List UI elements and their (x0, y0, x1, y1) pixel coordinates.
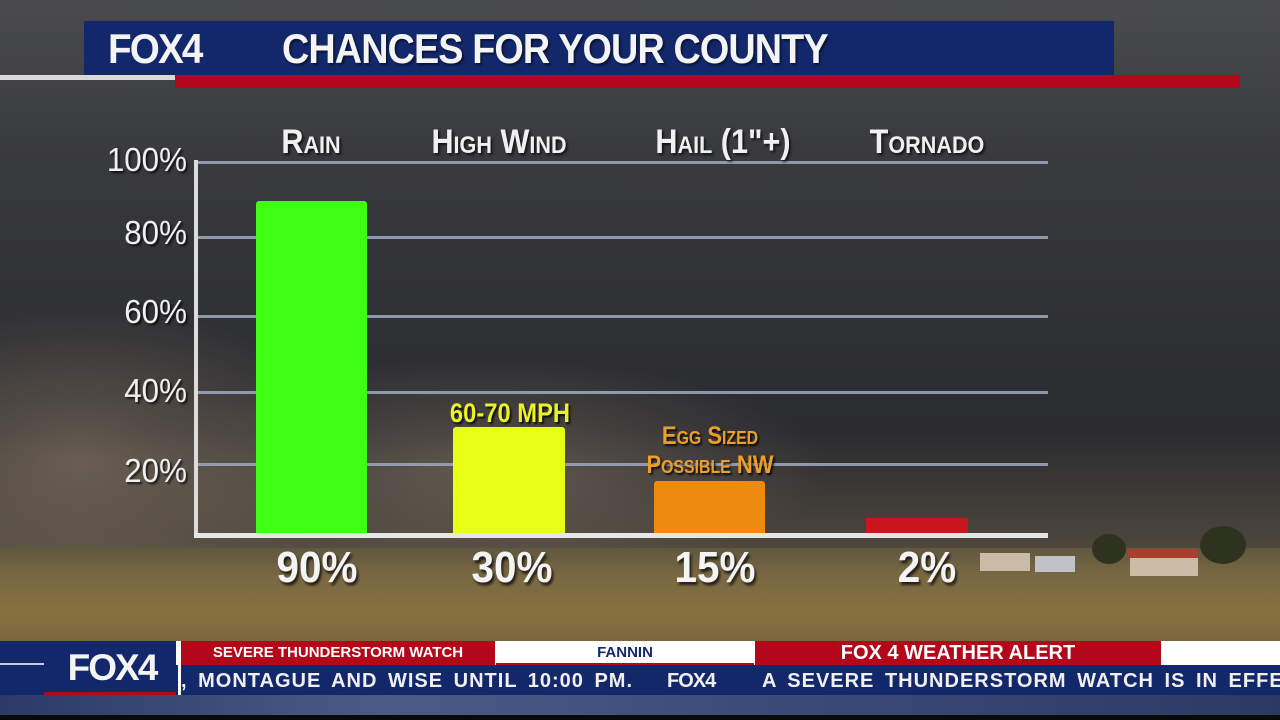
value-label-high-wind: 30% (471, 543, 553, 592)
ticker-lower-band (0, 695, 1280, 715)
farm-roof (1128, 549, 1198, 558)
ticker-alert-label: FOX 4 WEATHER ALERT (755, 641, 1161, 665)
farm-building (980, 553, 1030, 571)
x-axis (194, 533, 1048, 538)
farm-building (1035, 556, 1075, 572)
annotation-hail-size: Egg Sized Possible NW (613, 422, 807, 480)
bar-high-wind (453, 427, 565, 535)
bar-tornado (866, 518, 968, 535)
header-white-line (0, 75, 175, 80)
value-label-tornado: 2% (897, 543, 957, 592)
fox4-logo: FOX4 (108, 25, 203, 72)
y-axis (194, 160, 198, 538)
category-label-high-wind: High Wind (431, 123, 567, 161)
farm-house (1130, 558, 1198, 576)
category-label-tornado: Tornado (869, 123, 985, 161)
annotation-hail-line-1: Egg Sized (661, 422, 759, 450)
annotation-wind-speed: 60-70 MPH (449, 398, 571, 428)
ticker-crawl-bar (0, 665, 1280, 695)
annotation-hail-line-2: Possible NW (646, 451, 774, 479)
ticker-logo-box (44, 641, 176, 695)
value-label-rain: 90% (276, 543, 358, 592)
gridline-60 (196, 315, 1048, 318)
gridline-20 (196, 463, 1048, 466)
value-label-hail: 15% (674, 543, 756, 592)
bar-hail (654, 481, 765, 535)
ticker-crawl-logo: FOX4 (667, 670, 716, 692)
category-label-hail: Hail (1"+) (655, 123, 791, 161)
ticker-crawl-text-1: , MONTAGUE AND WISE UNTIL 10:00 PM. (181, 670, 633, 692)
tree (1200, 526, 1246, 564)
ticker-separator (178, 641, 181, 695)
y-tick-80: 80% (124, 214, 187, 251)
bar-rain (256, 201, 367, 535)
ticker-left-line (0, 663, 45, 665)
y-tick-20: 20% (124, 452, 187, 489)
header-bar (84, 21, 1114, 75)
ticker-crawl-text-2: A SEVERE THUNDERSTORM WATCH IS IN EFFEC (762, 670, 1280, 692)
ticker-county-label: FANNIN (496, 641, 754, 665)
tree (1092, 534, 1126, 564)
page-title: CHANCES FOR YOUR COUNTY (282, 25, 829, 72)
category-label-rain: Rain (281, 123, 341, 161)
ticker-bottom-edge (0, 715, 1280, 720)
ticker-watch-label: SEVERE THUNDERSTORM WATCH (181, 641, 495, 665)
gridline-40 (196, 391, 1048, 394)
gridline-80 (196, 236, 1048, 239)
y-tick-60: 60% (124, 293, 187, 330)
gridline-100 (196, 161, 1048, 164)
ticker-left-block (0, 641, 45, 665)
y-tick-40: 40% (124, 372, 187, 409)
ticker-fox4-logo: FOX4 (67, 647, 159, 688)
y-tick-100: 100% (106, 141, 187, 178)
header-red-stripe (175, 75, 1240, 88)
